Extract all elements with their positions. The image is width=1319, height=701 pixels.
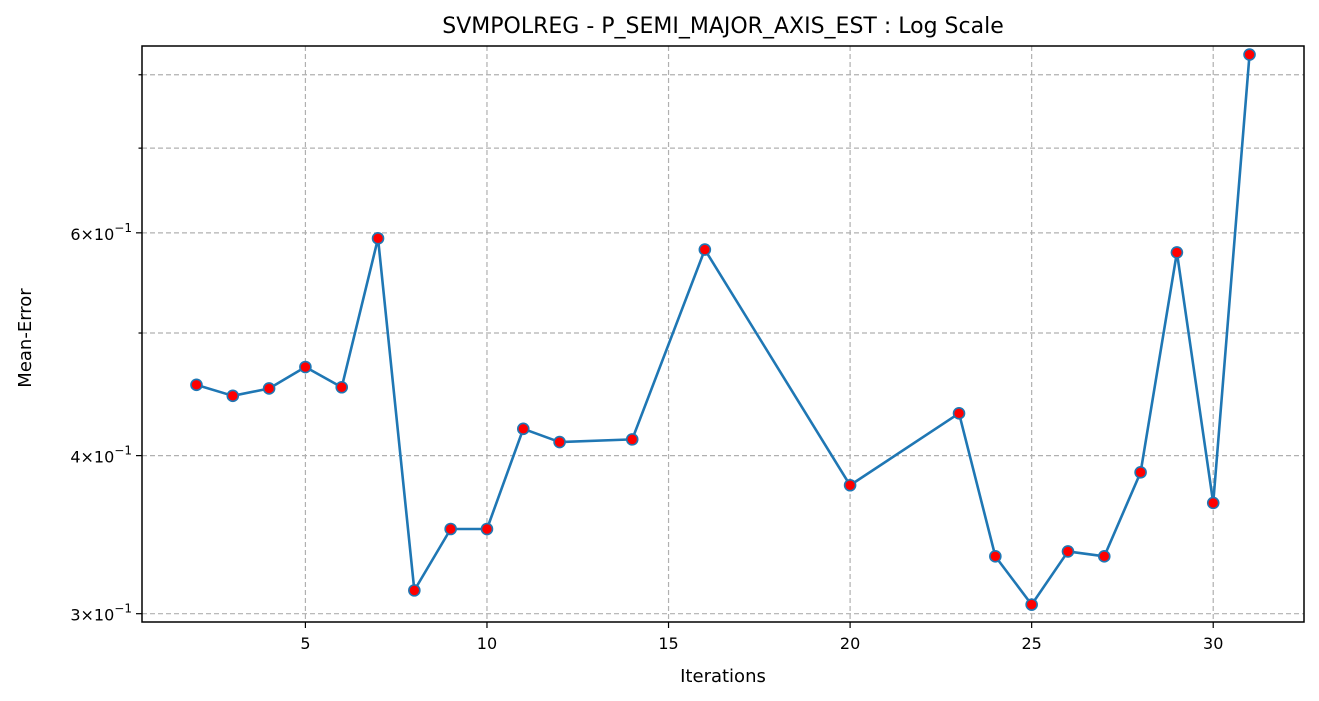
- y-tick-label: 3×10−1: [70, 602, 132, 625]
- y-tick-label: 6×10−1: [70, 221, 132, 244]
- axis-ticks: 5 10 15 20 25 30 3×10−1 4×10−1 6×10−1: [70, 74, 1223, 653]
- x-tick-label: 5: [300, 634, 310, 653]
- x-tick-label: 25: [1021, 634, 1041, 653]
- chart-title: SVMPOLREG - P_SEMI_MAJOR_AXIS_EST : Log …: [442, 14, 1003, 39]
- data-point: [444, 522, 457, 536]
- data-point: [1097, 550, 1111, 563]
- data-point: [1061, 545, 1075, 558]
- data-point: [952, 407, 966, 420]
- x-tick-label: 20: [840, 634, 860, 653]
- y-tick-label: 4×10−1: [70, 444, 132, 467]
- data-point: [408, 584, 421, 597]
- data-point: [1170, 246, 1184, 259]
- x-tick-label: 30: [1203, 634, 1223, 653]
- data-point: [480, 522, 494, 536]
- data-point: [698, 243, 712, 256]
- series-layer: [190, 48, 1256, 611]
- x-tick-label: 10: [477, 634, 497, 653]
- data-point: [1134, 466, 1147, 479]
- data-point: [371, 232, 385, 245]
- data-point: [516, 422, 530, 436]
- data-point: [299, 360, 312, 374]
- x-tick-label: 15: [658, 634, 678, 653]
- data-point: [262, 382, 276, 395]
- y-axis-label: Mean-Error: [15, 288, 36, 388]
- data-point: [335, 380, 349, 394]
- data-point: [226, 389, 240, 403]
- data-point: [1243, 48, 1256, 61]
- data-point: [553, 435, 566, 449]
- x-axis-label: Iterations: [680, 666, 766, 687]
- data-point: [190, 378, 203, 392]
- data-point: [989, 550, 1002, 563]
- data-point: [625, 433, 639, 446]
- data-point: [1206, 496, 1220, 510]
- grid-lines: [142, 46, 1304, 622]
- data-point: [843, 478, 857, 492]
- plot-frame: [141, 45, 1305, 623]
- data-point: [1025, 598, 1038, 611]
